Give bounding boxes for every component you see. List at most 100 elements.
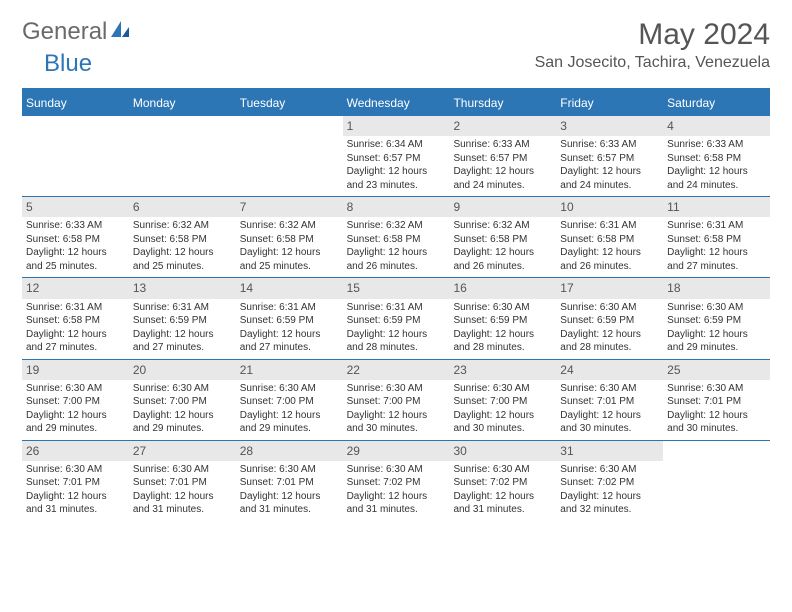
daylight-text: Daylight: 12 hours and 27 minutes. xyxy=(667,246,766,273)
daylight-text: Daylight: 12 hours and 29 minutes. xyxy=(26,409,125,436)
day-number: 14 xyxy=(236,278,343,298)
day-number: 30 xyxy=(449,441,556,461)
calendar-day: 2Sunrise: 6:33 AMSunset: 6:57 PMDaylight… xyxy=(449,116,556,196)
sunrise-text: Sunrise: 6:30 AM xyxy=(560,382,659,396)
calendar-day: 15Sunrise: 6:31 AMSunset: 6:59 PMDayligh… xyxy=(343,278,450,358)
calendar-day: 22Sunrise: 6:30 AMSunset: 7:00 PMDayligh… xyxy=(343,360,450,440)
weekday-sunday: Sunday xyxy=(22,90,129,116)
day-body: Sunrise: 6:30 AMSunset: 7:00 PMDaylight:… xyxy=(129,380,236,440)
sunrise-text: Sunrise: 6:30 AM xyxy=(667,382,766,396)
calendar-day: 20Sunrise: 6:30 AMSunset: 7:00 PMDayligh… xyxy=(129,360,236,440)
day-number: 11 xyxy=(663,197,770,217)
sunset-text: Sunset: 7:02 PM xyxy=(453,476,552,490)
daylight-text: Daylight: 12 hours and 30 minutes. xyxy=(453,409,552,436)
daylight-text: Daylight: 12 hours and 24 minutes. xyxy=(667,165,766,192)
weekday-saturday: Saturday xyxy=(663,90,770,116)
sunrise-text: Sunrise: 6:31 AM xyxy=(667,219,766,233)
sunrise-text: Sunrise: 6:33 AM xyxy=(453,138,552,152)
day-number: 18 xyxy=(663,278,770,298)
calendar-week: 26Sunrise: 6:30 AMSunset: 7:01 PMDayligh… xyxy=(22,440,770,521)
day-number: 8 xyxy=(343,197,450,217)
sunrise-text: Sunrise: 6:32 AM xyxy=(347,219,446,233)
calendar-week: 12Sunrise: 6:31 AMSunset: 6:58 PMDayligh… xyxy=(22,277,770,358)
day-number: 26 xyxy=(22,441,129,461)
sunset-text: Sunset: 7:00 PM xyxy=(453,395,552,409)
day-body: Sunrise: 6:32 AMSunset: 6:58 PMDaylight:… xyxy=(236,217,343,277)
weekday-monday: Monday xyxy=(129,90,236,116)
sunrise-text: Sunrise: 6:30 AM xyxy=(347,382,446,396)
day-number: 13 xyxy=(129,278,236,298)
daylight-text: Daylight: 12 hours and 31 minutes. xyxy=(133,490,232,517)
calendar-day: 12Sunrise: 6:31 AMSunset: 6:58 PMDayligh… xyxy=(22,278,129,358)
logo-text-blue: Blue xyxy=(44,50,92,77)
sunset-text: Sunset: 6:59 PM xyxy=(347,314,446,328)
daylight-text: Daylight: 12 hours and 27 minutes. xyxy=(240,328,339,355)
calendar-day: 5Sunrise: 6:33 AMSunset: 6:58 PMDaylight… xyxy=(22,197,129,277)
daylight-text: Daylight: 12 hours and 27 minutes. xyxy=(26,328,125,355)
calendar-day: 24 Sunrise: 6:30 AMSunset: 7:01 PMDayligh… xyxy=(556,360,663,440)
day-body: Sunrise: 6:30 AMSunset: 7:01 PMDaylight:… xyxy=(22,461,129,521)
daylight-text: Daylight: 12 hours and 27 minutes. xyxy=(133,328,232,355)
sunrise-text: Sunrise: 6:30 AM xyxy=(240,382,339,396)
sunset-text: Sunset: 7:00 PM xyxy=(26,395,125,409)
sail-icon xyxy=(109,19,131,46)
page-title: May 2024 xyxy=(535,18,770,52)
daylight-text: Daylight: 12 hours and 23 minutes. xyxy=(347,165,446,192)
weeks-container: 1Sunrise: 6:34 AMSunset: 6:57 PMDaylight… xyxy=(22,116,770,521)
sunset-text: Sunset: 6:59 PM xyxy=(133,314,232,328)
calendar-day: 13Sunrise: 6:31 AMSunset: 6:59 PMDayligh… xyxy=(129,278,236,358)
calendar-day: 3Sunrise: 6:33 AMSunset: 6:57 PMDaylight… xyxy=(556,116,663,196)
logo: General xyxy=(22,18,133,46)
day-body: Sunrise: 6:30 AMSunset: 7:01 PMDaylight:… xyxy=(236,461,343,521)
day-number: 21 xyxy=(236,360,343,380)
day-body: Sunrise: 6:30 AMSunset: 7:02 PMDaylight:… xyxy=(556,461,663,521)
sunset-text: Sunset: 6:59 PM xyxy=(560,314,659,328)
day-number: 15 xyxy=(343,278,450,298)
sunset-text: Sunset: 7:01 PM xyxy=(560,395,659,409)
day-number: 2 xyxy=(449,116,556,136)
calendar-day: 28Sunrise: 6:30 AMSunset: 7:01 PMDayligh… xyxy=(236,441,343,521)
logo-text-general: General xyxy=(22,18,107,46)
day-body: Sunrise: 6:30 AMSunset: 6:59 PMDaylight:… xyxy=(556,299,663,359)
sunrise-text: Sunrise: 6:30 AM xyxy=(347,463,446,477)
sunrise-text: Sunrise: 6:33 AM xyxy=(667,138,766,152)
day-number: 22 xyxy=(343,360,450,380)
sunrise-text: Sunrise: 6:33 AM xyxy=(26,219,125,233)
daylight-text: Daylight: 12 hours and 28 minutes. xyxy=(347,328,446,355)
sunset-text: Sunset: 6:59 PM xyxy=(240,314,339,328)
sunset-text: Sunset: 7:00 PM xyxy=(347,395,446,409)
day-body: Sunrise: 6:30 AMSunset: 6:59 PMDaylight:… xyxy=(449,299,556,359)
day-body: Sunrise: 6:32 AMSunset: 6:58 PMDaylight:… xyxy=(343,217,450,277)
calendar-day: 30Sunrise: 6:30 AMSunset: 7:02 PMDayligh… xyxy=(449,441,556,521)
calendar-day: 7Sunrise: 6:32 AMSunset: 6:58 PMDaylight… xyxy=(236,197,343,277)
day-body: Sunrise: 6:31 AMSunset: 6:58 PMDaylight:… xyxy=(22,299,129,359)
daylight-text: Daylight: 12 hours and 30 minutes. xyxy=(560,409,659,436)
sunrise-text: Sunrise: 6:32 AM xyxy=(453,219,552,233)
day-number xyxy=(663,441,770,445)
sunset-text: Sunset: 6:58 PM xyxy=(453,233,552,247)
calendar-day: 27Sunrise: 6:30 AMSunset: 7:01 PMDayligh… xyxy=(129,441,236,521)
calendar-day: 23Sunrise: 6:30 AMSunset: 7:00 PMDayligh… xyxy=(449,360,556,440)
sunset-text: Sunset: 6:58 PM xyxy=(26,314,125,328)
daylight-text: Daylight: 12 hours and 25 minutes. xyxy=(133,246,232,273)
daylight-text: Daylight: 12 hours and 26 minutes. xyxy=(560,246,659,273)
sunrise-text: Sunrise: 6:32 AM xyxy=(133,219,232,233)
sunset-text: Sunset: 7:00 PM xyxy=(133,395,232,409)
sunrise-text: Sunrise: 6:31 AM xyxy=(240,301,339,315)
day-number: 12 xyxy=(22,278,129,298)
daylight-text: Daylight: 12 hours and 25 minutes. xyxy=(26,246,125,273)
sunset-text: Sunset: 7:02 PM xyxy=(560,476,659,490)
day-number: 20 xyxy=(129,360,236,380)
daylight-text: Daylight: 12 hours and 26 minutes. xyxy=(347,246,446,273)
sunrise-text: Sunrise: 6:31 AM xyxy=(560,219,659,233)
sunrise-text: Sunrise: 6:30 AM xyxy=(26,382,125,396)
day-number: 24 xyxy=(556,360,663,380)
day-number: 3 xyxy=(556,116,663,136)
calendar-day xyxy=(663,441,770,521)
day-body: Sunrise: 6:30 AMSunset: 7:00 PMDaylight:… xyxy=(22,380,129,440)
day-number: 28 xyxy=(236,441,343,461)
calendar-day: 8Sunrise: 6:32 AMSunset: 6:58 PMDaylight… xyxy=(343,197,450,277)
day-number: 25 xyxy=(663,360,770,380)
day-number: 23 xyxy=(449,360,556,380)
sunrise-text: Sunrise: 6:30 AM xyxy=(133,463,232,477)
